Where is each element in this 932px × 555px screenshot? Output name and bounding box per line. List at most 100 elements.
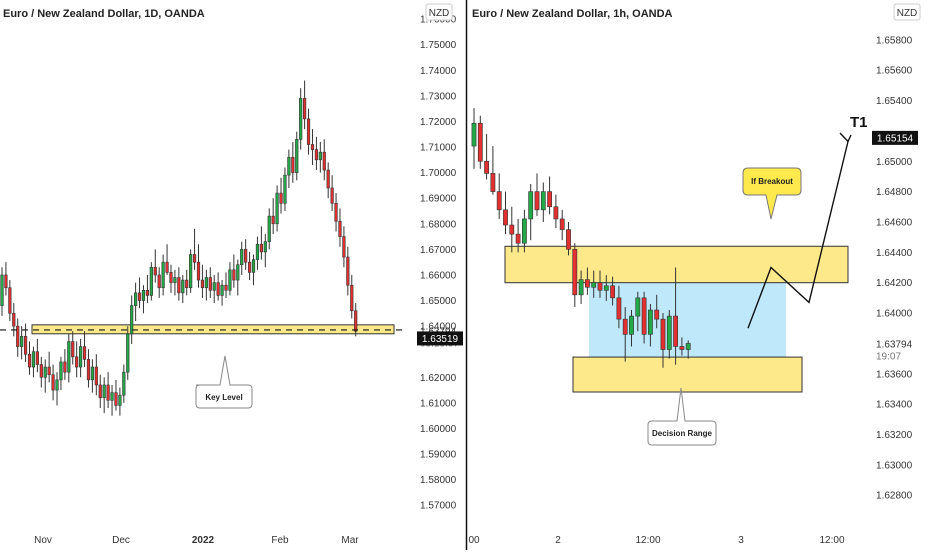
candle-body — [641, 297, 647, 335]
candle-body — [334, 203, 338, 222]
candle-body — [137, 292, 142, 301]
candle-body — [490, 173, 496, 192]
bid-price-badge — [417, 331, 463, 346]
candle-body — [216, 282, 220, 296]
candle-body — [110, 392, 114, 401]
y-tick-label: 1.69000 — [420, 194, 457, 205]
y-tick-label: 1.62000 — [420, 373, 457, 384]
candle-body — [67, 341, 71, 373]
candle-body — [503, 209, 508, 226]
x-tick-label: 2022 — [192, 535, 215, 546]
key-level-callout-text: Key Level — [205, 393, 242, 402]
y-tick-label: 1.73000 — [420, 91, 457, 102]
candle-body — [240, 249, 244, 266]
candle-body — [287, 156, 291, 176]
left-currency-badge-box[interactable] — [425, 3, 453, 21]
candle-body — [350, 284, 354, 312]
candle-body — [610, 285, 615, 299]
y-tick-label: 1.64000 — [876, 309, 913, 320]
candle-body — [118, 394, 122, 406]
candle-body — [157, 274, 161, 289]
candle-body — [244, 249, 248, 263]
x-tick-label: 12:00 — [635, 535, 660, 546]
candle-body — [94, 366, 98, 386]
candle-body — [71, 341, 75, 358]
candle-body — [654, 309, 660, 320]
breakout-callout-bubble — [742, 167, 802, 220]
key-level-zone[interactable] — [31, 324, 395, 335]
candle-body — [247, 261, 252, 273]
candle-body — [130, 305, 134, 335]
y-tick-label: 1.63000 — [876, 460, 913, 471]
candle-body — [102, 384, 106, 399]
candle-body — [338, 220, 342, 237]
candle-body — [23, 336, 28, 355]
candle-body — [122, 371, 126, 396]
candle-body — [4, 274, 8, 289]
candle-body — [114, 392, 118, 406]
candle-body — [647, 309, 653, 335]
candle-body — [90, 366, 94, 381]
y-tick-label: 1.63400 — [876, 400, 913, 411]
resistance-zone[interactable] — [504, 245, 849, 284]
candle-body — [635, 297, 641, 317]
y-tick-label: 1.68000 — [420, 219, 457, 230]
y-tick-label: 1.61000 — [420, 398, 457, 409]
candle-body — [86, 359, 91, 381]
candle-body — [322, 151, 326, 171]
candle-body — [196, 261, 201, 281]
target-price-label: 1.65154 — [877, 133, 914, 144]
candle-body — [134, 292, 138, 306]
candle-body — [318, 151, 322, 161]
candle-body — [47, 366, 51, 376]
y-tick-label: 1.65400 — [876, 96, 913, 107]
candle-body — [204, 277, 208, 289]
candle-body — [275, 192, 279, 225]
bid-price-label: 1.63519 — [422, 334, 459, 345]
candle-body — [8, 287, 12, 314]
candle-body — [20, 336, 24, 347]
candle-body — [39, 364, 43, 378]
projection-path[interactable] — [747, 141, 849, 329]
candle-body — [616, 297, 622, 320]
right-currency-badge-box[interactable] — [893, 3, 921, 21]
y-tick-label: 1.65800 — [876, 35, 913, 46]
candle-body — [584, 279, 590, 288]
candle-body — [622, 318, 628, 335]
candle-body — [354, 310, 358, 332]
candle-body — [173, 277, 177, 283]
candle-body — [43, 366, 47, 378]
candle-body — [189, 254, 193, 289]
x-tick-label: 12:00 — [819, 535, 844, 546]
y-tick-label: 1.72000 — [420, 117, 457, 128]
right-chart-title: Euro / New Zealand Dollar, 1h, OANDA — [472, 8, 673, 20]
x-tick-label: 3 — [738, 535, 744, 546]
target-t1-label: T1 — [850, 114, 868, 131]
support-zone[interactable] — [572, 356, 803, 393]
y-tick-label: 1.67000 — [420, 245, 457, 256]
left-currency-badge[interactable]: NZD — [429, 8, 450, 19]
right-currency-badge[interactable]: NZD — [897, 8, 918, 19]
candle-body — [16, 325, 20, 347]
x-tick-label: 2 — [555, 535, 561, 546]
y-tick-label: 1.65000 — [876, 157, 913, 168]
candle-body — [63, 361, 67, 373]
candle-body — [559, 218, 565, 230]
y-tick-label: 1.71000 — [420, 143, 457, 154]
candle-body — [236, 264, 240, 281]
candle-body — [666, 315, 672, 350]
y-tick-label: 1.57000 — [420, 501, 457, 512]
candle-body — [263, 241, 267, 253]
target-price-badge — [872, 130, 918, 145]
right-chart-panel: T1 If Breakout Decision Range 1.65154 1.6379… — [468, 3, 921, 546]
candle-body — [232, 269, 236, 281]
y-tick-label: 1.65000 — [420, 296, 457, 307]
y-tick-label: 1.58000 — [420, 475, 457, 486]
candle-body — [660, 318, 666, 350]
candle-body — [629, 315, 634, 335]
candle-body — [165, 261, 169, 273]
candle-body — [228, 269, 232, 291]
candle-body — [326, 169, 330, 189]
candle-body — [295, 139, 299, 173]
